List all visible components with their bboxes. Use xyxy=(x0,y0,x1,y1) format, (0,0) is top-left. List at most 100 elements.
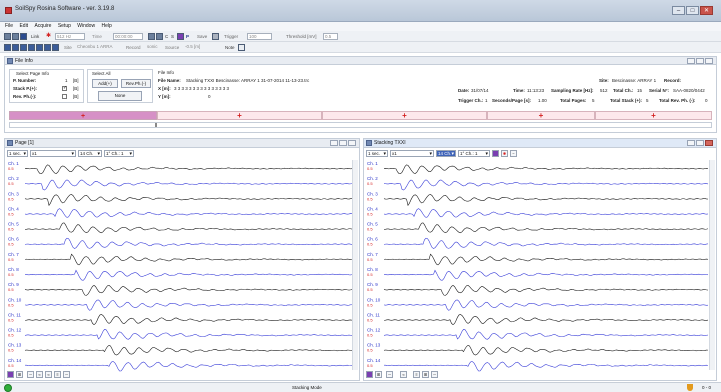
filter2-icon[interactable]: ≈ xyxy=(45,371,52,378)
channel-label: Ch. 9 xyxy=(367,282,378,287)
trigger-select[interactable]: 100 xyxy=(247,33,272,40)
close-button[interactable]: ✕ xyxy=(700,6,713,15)
time-field[interactable]: 00:00:00 xyxy=(113,33,143,40)
page-segment-5[interactable]: + xyxy=(595,111,712,120)
panel-restore-button[interactable] xyxy=(339,140,347,146)
pause-icon[interactable] xyxy=(156,33,163,40)
stacking-vertical-scrollbar[interactable] xyxy=(709,160,715,370)
tool-icon-3[interactable] xyxy=(20,44,27,51)
panel-close-button[interactable] xyxy=(705,140,713,146)
panel-close-button[interactable] xyxy=(705,58,713,64)
none-button[interactable]: None xyxy=(98,91,142,101)
tool-icon-5[interactable] xyxy=(36,44,43,51)
gain-select[interactable]: x1 xyxy=(30,150,76,157)
trigger-ch-value: 1 xyxy=(485,98,488,103)
channel-gain: 0.5 xyxy=(8,166,14,171)
panel-minimize-button[interactable] xyxy=(330,140,338,146)
menu-window[interactable]: Window xyxy=(77,23,96,29)
tool-icon-7[interactable] xyxy=(52,44,59,51)
link-label[interactable]: Link xyxy=(31,34,40,39)
panel-restore-button[interactable] xyxy=(696,58,704,64)
page-segment-4[interactable]: + xyxy=(487,111,595,120)
trace-icon[interactable]: ∼ xyxy=(63,371,70,378)
time-scale-select[interactable]: 1 sec. xyxy=(7,150,28,157)
add-stack-icon[interactable]: ✱ xyxy=(501,150,508,157)
menu-edit[interactable]: Edit xyxy=(19,23,29,29)
total-pages-value: 5 xyxy=(592,98,595,103)
maximize-button[interactable]: □ xyxy=(686,6,699,15)
stack-checkbox[interactable]: ✓ xyxy=(62,85,68,91)
rev-ph-checkbox[interactable] xyxy=(62,94,67,99)
stack-icon[interactable]: ≡ xyxy=(54,371,61,378)
add-button[interactable]: Add(+) xyxy=(92,79,118,88)
note-icon[interactable] xyxy=(238,44,245,51)
minus-icon[interactable]: − xyxy=(510,150,517,157)
channels-select[interactable]: 14 Ch. xyxy=(436,150,456,157)
record-field[interactable]: sonic xyxy=(147,44,158,49)
channel-trace xyxy=(383,299,709,311)
channel-gain: 0.5 xyxy=(367,166,373,171)
rev-ph-tag: [B] xyxy=(73,94,79,99)
menu-setup[interactable]: Setup xyxy=(57,23,71,29)
page-segment-3[interactable]: + xyxy=(322,111,487,120)
channels-select[interactable]: 14 Ch. xyxy=(78,150,102,157)
record-icon[interactable]: ✱ xyxy=(46,33,52,39)
tool-icon-2[interactable] xyxy=(12,44,19,51)
zoom-icon[interactable]: ⊞ xyxy=(16,371,23,378)
color-icon[interactable] xyxy=(366,371,373,378)
open-icon[interactable] xyxy=(4,33,11,40)
sample-rate-select[interactable]: 512 Hz xyxy=(55,33,85,40)
color-icon[interactable] xyxy=(7,371,14,378)
p-button[interactable]: P xyxy=(186,34,190,39)
source-field[interactable]: -0.5 [m] xyxy=(185,44,201,49)
zoom2-icon[interactable]: ⊞ xyxy=(422,371,429,378)
threshold-field[interactable]: 0.5 xyxy=(323,33,338,40)
first-channel-select[interactable]: 1° Ch.: 1 xyxy=(104,150,134,157)
first-channel-select[interactable]: 1° Ch.: 1 xyxy=(458,150,490,157)
stop-icon[interactable] xyxy=(148,33,155,40)
record-info-label: Record: xyxy=(664,78,682,83)
save-label[interactable]: Save xyxy=(197,34,208,39)
channel-label: Ch. 4 xyxy=(8,206,19,211)
color-icon[interactable] xyxy=(492,150,499,157)
save-file-icon[interactable] xyxy=(12,33,19,40)
page-scrollbar-thumb[interactable] xyxy=(155,123,157,127)
floppy-icon[interactable] xyxy=(20,33,27,40)
c-button[interactable]: C xyxy=(165,34,169,39)
menu-acquire[interactable]: Acquire xyxy=(34,23,52,29)
minimize-button[interactable]: – xyxy=(672,6,685,15)
wave-icon[interactable]: ∼ xyxy=(386,371,393,378)
color-icon[interactable] xyxy=(177,33,184,40)
panel-minimize-button[interactable] xyxy=(687,140,695,146)
panel-minimize-button[interactable] xyxy=(687,58,695,64)
tool-icon-4[interactable] xyxy=(28,44,35,51)
channel-trace xyxy=(383,329,709,340)
zoom-icon[interactable]: ⊞ xyxy=(375,371,382,378)
menu-help[interactable]: Help xyxy=(101,23,112,29)
gain-select[interactable]: x1 xyxy=(390,150,434,157)
wave-icon[interactable]: ∼ xyxy=(27,371,34,378)
rev-ph-button[interactable]: Rev.Ph.(-) xyxy=(121,79,151,88)
connection-status-icon xyxy=(4,384,12,392)
total-ch-value: 15 xyxy=(637,88,643,93)
save-icon[interactable] xyxy=(212,33,219,40)
page-segment-1-selected[interactable]: + xyxy=(9,111,157,120)
page-segment-2[interactable]: + xyxy=(157,111,322,120)
page-scrollbar[interactable] xyxy=(9,122,712,128)
trace-icon[interactable]: ∼ xyxy=(431,371,438,378)
channel-trace xyxy=(24,329,352,340)
time-scale-select[interactable]: 1 sec. xyxy=(366,150,388,157)
stack-icon[interactable]: ≡ xyxy=(413,371,420,378)
panel-close-button[interactable] xyxy=(348,140,356,146)
panel-restore-button[interactable] xyxy=(696,140,704,146)
site-field[interactable]: Cheonbu 1 ARRA xyxy=(77,44,113,49)
channel-trace xyxy=(383,179,709,191)
menu-file[interactable]: File xyxy=(5,23,14,29)
filter-icon[interactable]: ≈ xyxy=(400,371,407,378)
tool-icon-6[interactable] xyxy=(44,44,51,51)
s-button[interactable]: S xyxy=(171,34,175,39)
page-vertical-scrollbar[interactable] xyxy=(352,160,358,370)
channel-gain: 0.5 xyxy=(8,227,14,232)
tool-icon-1[interactable] xyxy=(4,44,11,51)
filter-icon[interactable]: ≈ xyxy=(36,371,43,378)
